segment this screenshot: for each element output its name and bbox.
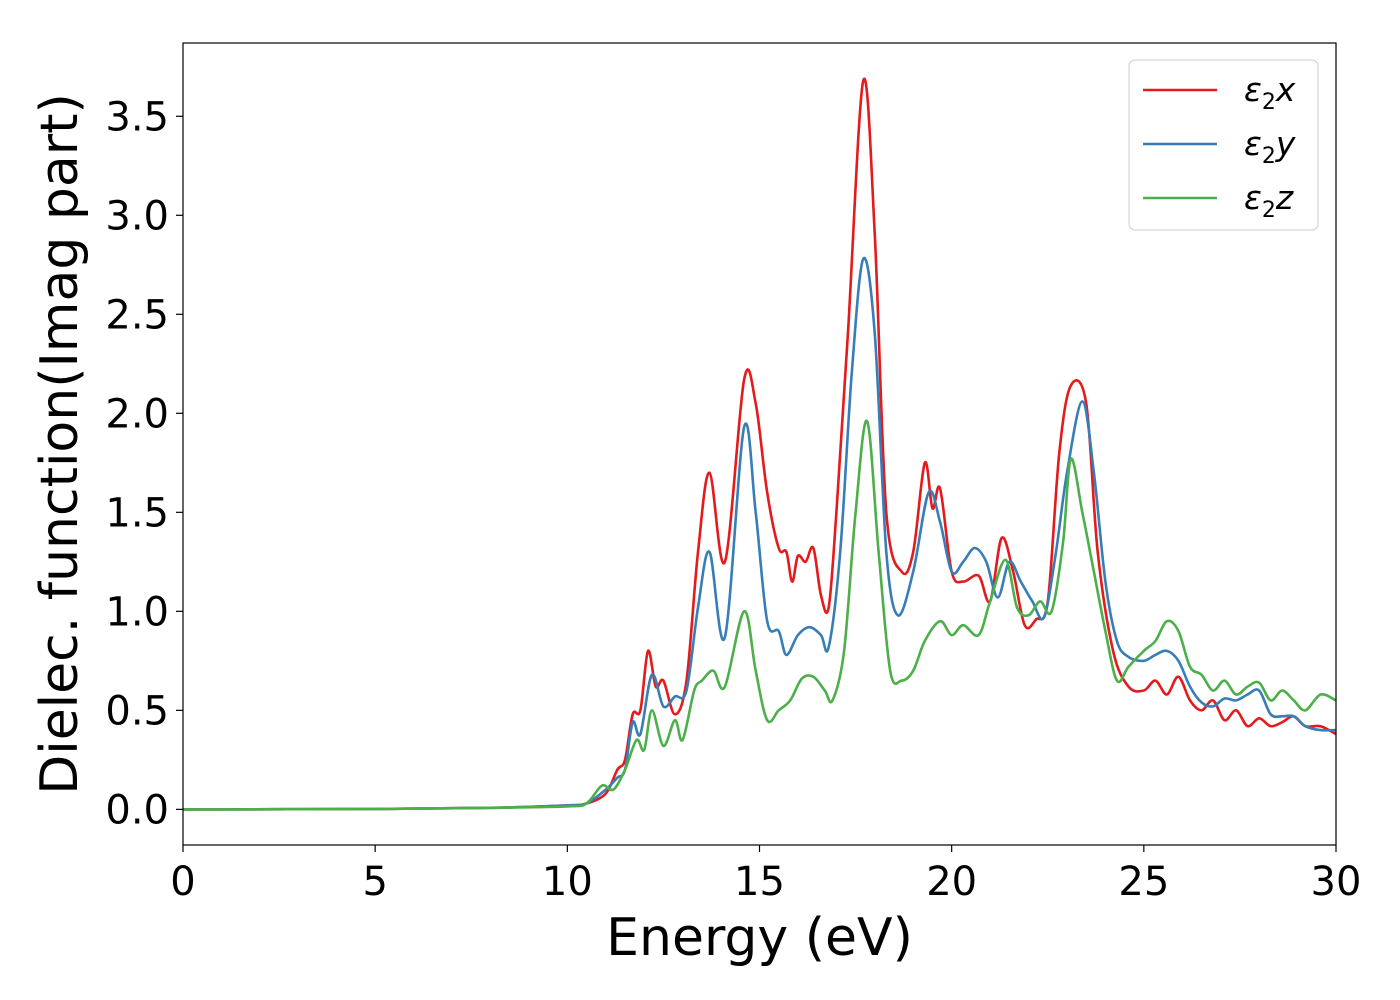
y-tick-label: 0.0 (105, 787, 169, 833)
y-tick-label: 0.5 (105, 688, 169, 734)
plot-lines (182, 77, 1337, 811)
x-axis-ticks: 0 5 10 15 20 25 30 (170, 845, 1361, 905)
x-tick-label: 0 (170, 859, 195, 905)
x-tick-label: 15 (734, 859, 785, 905)
x-tick-label: 25 (1118, 859, 1169, 905)
x-tick-label: 30 (1311, 859, 1362, 905)
legend-box (1128, 59, 1319, 231)
y-axis-ticks: 0.0 0.5 1.0 1.5 2.0 2.5 3.0 3.5 (105, 94, 183, 833)
x-tick-label: 5 (362, 859, 387, 905)
y-tick-label: 1.0 (105, 589, 169, 635)
x-tick-label: 10 (542, 859, 593, 905)
legend-label-y: ε2y (1244, 124, 1296, 169)
y-tick-label: 1.5 (105, 490, 169, 536)
y-axis-label: Dielec. function(Imag part) (30, 93, 90, 795)
legend-label-z: ε2z (1244, 178, 1294, 223)
series-line-y (182, 256, 1337, 811)
y-tick-label: 2.0 (105, 391, 169, 437)
legend: ε2x ε2y ε2z (1128, 59, 1319, 231)
y-tick-label: 3.5 (105, 94, 169, 140)
series-line-z (182, 419, 1337, 811)
x-axis-label: Energy (eV) (606, 908, 913, 968)
legend-label-x: ε2x (1244, 70, 1296, 115)
y-tick-label: 3.0 (105, 193, 169, 239)
x-tick-label: 20 (926, 859, 977, 905)
y-tick-label: 2.5 (105, 292, 169, 338)
series-line-x (182, 77, 1337, 811)
